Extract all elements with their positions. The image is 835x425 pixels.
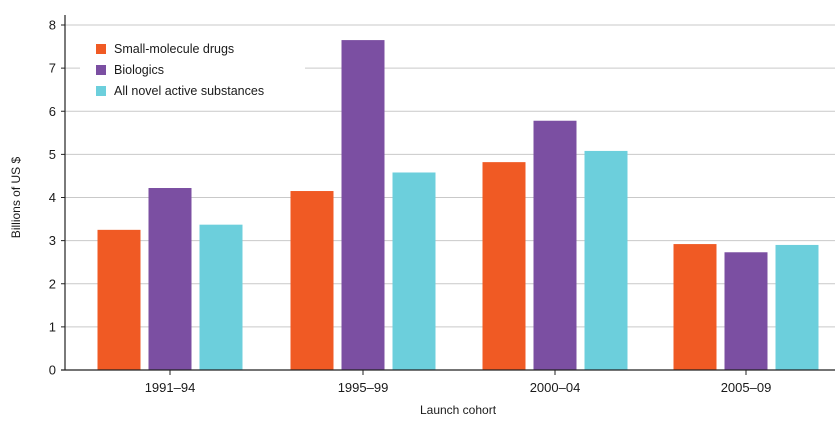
y-tick-label: 0	[49, 363, 56, 378]
x-tick-label: 1991–94	[145, 380, 196, 395]
legend-swatch	[96, 86, 106, 96]
bar-small-molecule-drugs-2	[483, 162, 526, 370]
y-tick-label: 2	[49, 276, 56, 291]
legend: Small-molecule drugs Biologics All novel a…	[80, 34, 305, 102]
x-tick-label: 2000–04	[530, 380, 581, 395]
x-axis-title: Launch cohort	[420, 403, 497, 417]
legend-label: Biologics	[114, 63, 164, 77]
x-axis-ticks: 1991–94 1995–99 2000–04 2005–09	[145, 370, 772, 395]
legend-swatch	[96, 44, 106, 54]
bar-all-novel-active-substances-0	[200, 225, 243, 370]
bar-small-molecule-drugs-1	[291, 191, 334, 370]
bar-all-novel-active-substances-1	[393, 172, 436, 370]
bar-all-novel-active-substances-2	[585, 151, 628, 370]
y-tick-label: 3	[49, 233, 56, 248]
y-tick-label: 7	[49, 61, 56, 76]
y-tick-label: 5	[49, 147, 56, 162]
legend-label: All novel active substances	[114, 84, 264, 98]
y-axis-ticks: 0 1 2 3 4 5 6 7 8	[49, 18, 65, 378]
bar-biologics-3	[725, 252, 768, 370]
legend-label: Small-molecule drugs	[114, 42, 234, 56]
legend-swatch	[96, 65, 106, 75]
y-axis-title: Billions of US $	[9, 156, 23, 238]
x-tick-label: 2005–09	[721, 380, 772, 395]
bar-biologics-0	[149, 188, 192, 370]
y-tick-label: 4	[49, 190, 56, 205]
bar-small-molecule-drugs-0	[98, 230, 141, 370]
bar-small-molecule-drugs-3	[674, 244, 717, 370]
bar-all-novel-active-substances-3	[776, 245, 819, 370]
y-tick-label: 6	[49, 104, 56, 119]
y-tick-label: 8	[49, 18, 56, 33]
x-tick-label: 1995–99	[338, 380, 389, 395]
bar-biologics-1	[342, 40, 385, 370]
y-tick-label: 1	[49, 319, 56, 334]
bar-biologics-2	[534, 121, 577, 370]
